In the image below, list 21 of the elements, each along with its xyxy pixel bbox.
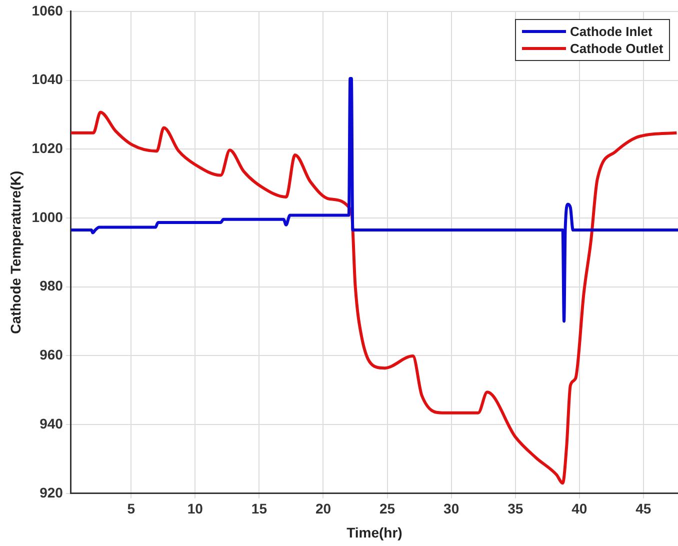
legend-label: Cathode Outlet [570,40,664,58]
y-tick-label: 1060 [32,2,64,18]
x-tick-label: 15 [251,500,268,517]
x-axis-title: Time(hr) [346,524,402,540]
x-tick-label: 35 [508,500,524,517]
x-tick-label: 25 [379,500,396,517]
y-tick-label: 960 [40,346,64,363]
x-tick-label: 10 [187,500,204,517]
y-tick-label: 980 [40,278,64,294]
y-tick-label: 1000 [32,208,64,225]
y-tick-label: 1020 [32,140,64,156]
y-tick-label: 920 [40,484,64,500]
x-tick-label: 45 [636,500,652,517]
x-tick-label: 30 [444,500,460,517]
y-axis-title: Cathode Temperature(K) [7,170,24,334]
x-tick-label: 20 [315,500,332,517]
x-tick-label: 40 [572,500,588,517]
y-tick-label: 1040 [32,71,64,88]
legend-label: Cathode Inlet [570,23,652,40]
y-tick-label: 940 [40,415,64,432]
x-tick-label: 5 [127,500,136,517]
